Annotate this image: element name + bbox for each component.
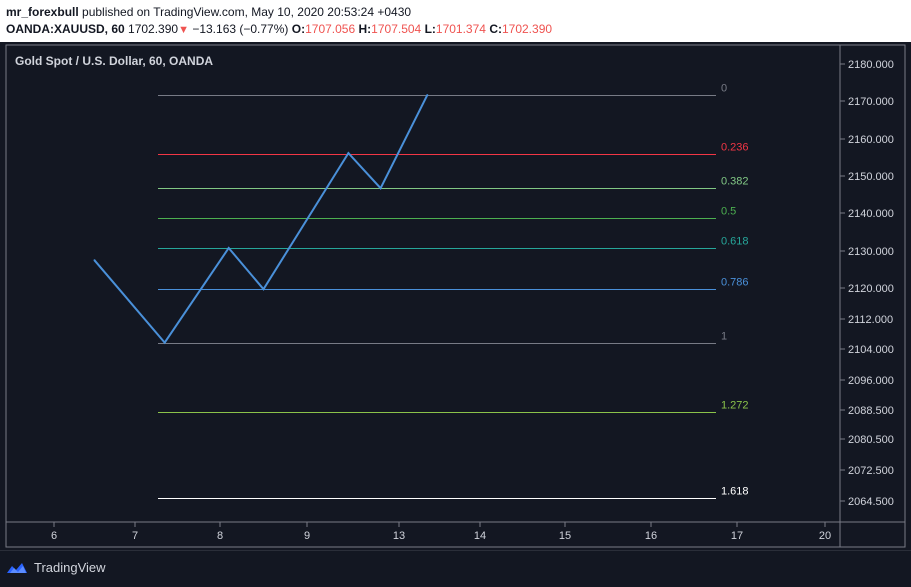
tradingview-logo[interactable]: TradingView [6,560,106,575]
publish-info: mr_forexbull published on TradingView.co… [6,5,411,19]
fib-level-label: 0.236 [721,142,749,154]
fib-level-label: 0.382 [721,176,749,188]
time-tick-label: 14 [474,530,486,542]
price-point [379,187,382,190]
symbol-label: OANDA:XAUUSD, 60 [6,22,125,36]
price-tick-label: 2120.000 [848,283,894,295]
low-value: 1701.374 [435,22,486,36]
published-text: published on TradingView.com, May 10, 20… [82,5,412,19]
price-tick-label: 2150.000 [848,171,894,183]
high-label: H: [358,22,372,36]
fib-level-label: 1 [721,331,727,343]
price-tick-label: 2088.500 [848,405,894,417]
time-tick-label: 9 [304,530,310,542]
fib-level-label: 0.618 [721,236,749,248]
time-axis[interactable]: 6 7 8 9 13 14 15 16 17 20 [51,522,831,542]
time-tick-label: 13 [393,530,405,542]
publish-header: mr_forexbull published on TradingView.co… [0,0,911,42]
close-label: C: [489,22,502,36]
price-tick-label: 2096.000 [848,375,894,387]
fib-level-label: 1.272 [721,400,749,412]
price-tick-label: 2072.500 [848,465,894,477]
price-point [262,288,265,291]
time-tick-label: 16 [645,530,657,542]
time-tick-label: 17 [731,530,743,542]
price-tick-label: 2064.500 [848,496,894,508]
price-tick-label: 2104.000 [848,344,894,356]
tradingview-brand: TradingView [34,560,106,575]
open-value: 1707.056 [305,22,356,36]
price-tick-label: 2170.000 [848,96,894,108]
fib-level-label: 0 [721,83,727,95]
price-point [163,341,166,344]
price-tick-label: 2130.000 [848,246,894,258]
price-tick-label: 2140.000 [848,208,894,220]
time-tick-label: 6 [51,530,57,542]
time-tick-label: 15 [559,530,571,542]
price-tick-label: 2160.000 [848,134,894,146]
price-point [347,152,350,155]
price-tick-label: 2180.000 [848,59,894,71]
time-tick-label: 8 [217,530,223,542]
chart-frame [5,44,906,548]
author-name[interactable]: mr_forexbull [6,5,79,19]
ohlc-legend: OANDA:XAUUSD, 60 1702.390▼ −13.163 (−0.7… [6,22,552,36]
fib-level-label: 1.618 [721,486,749,498]
time-tick-label: 20 [819,530,831,542]
price-tick-label: 2112.000 [848,314,893,326]
open-label: O: [291,22,306,36]
price-point [227,247,230,249]
low-label: L: [424,22,436,36]
fibonacci-retracement[interactable]: 0 0.236 0.382 0.5 0.618 0.786 1 1.272 1.618 [158,83,749,499]
high-value: 1707.504 [371,22,422,36]
price-axis[interactable]: 2180.000 2170.000 2160.000 2150.000 2140.000… [840,59,894,508]
down-arrow-icon: ▼ [178,24,189,36]
footer: TradingView [0,550,911,587]
fib-level-label: 0.786 [721,277,749,289]
fib-level-label: 0.5 [721,206,736,218]
price-change: −13.163 (−0.77%) [192,22,289,36]
price-point [426,94,429,97]
price-point [93,259,96,262]
last-price: 1702.390 [128,22,179,36]
chart-area[interactable]: Gold Spot / U.S. Dollar, 60, OANDA 0 0.23… [0,42,911,550]
close-value: 1702.390 [501,22,553,36]
time-tick-label: 7 [132,530,138,542]
tradingview-logo-icon [7,562,27,573]
price-series [93,94,429,345]
price-tick-label: 2080.500 [848,434,894,446]
chart-title: Gold Spot / U.S. Dollar, 60, OANDA [15,54,213,68]
chart-svg[interactable]: Gold Spot / U.S. Dollar, 60, OANDA 0 0.23… [0,42,911,550]
